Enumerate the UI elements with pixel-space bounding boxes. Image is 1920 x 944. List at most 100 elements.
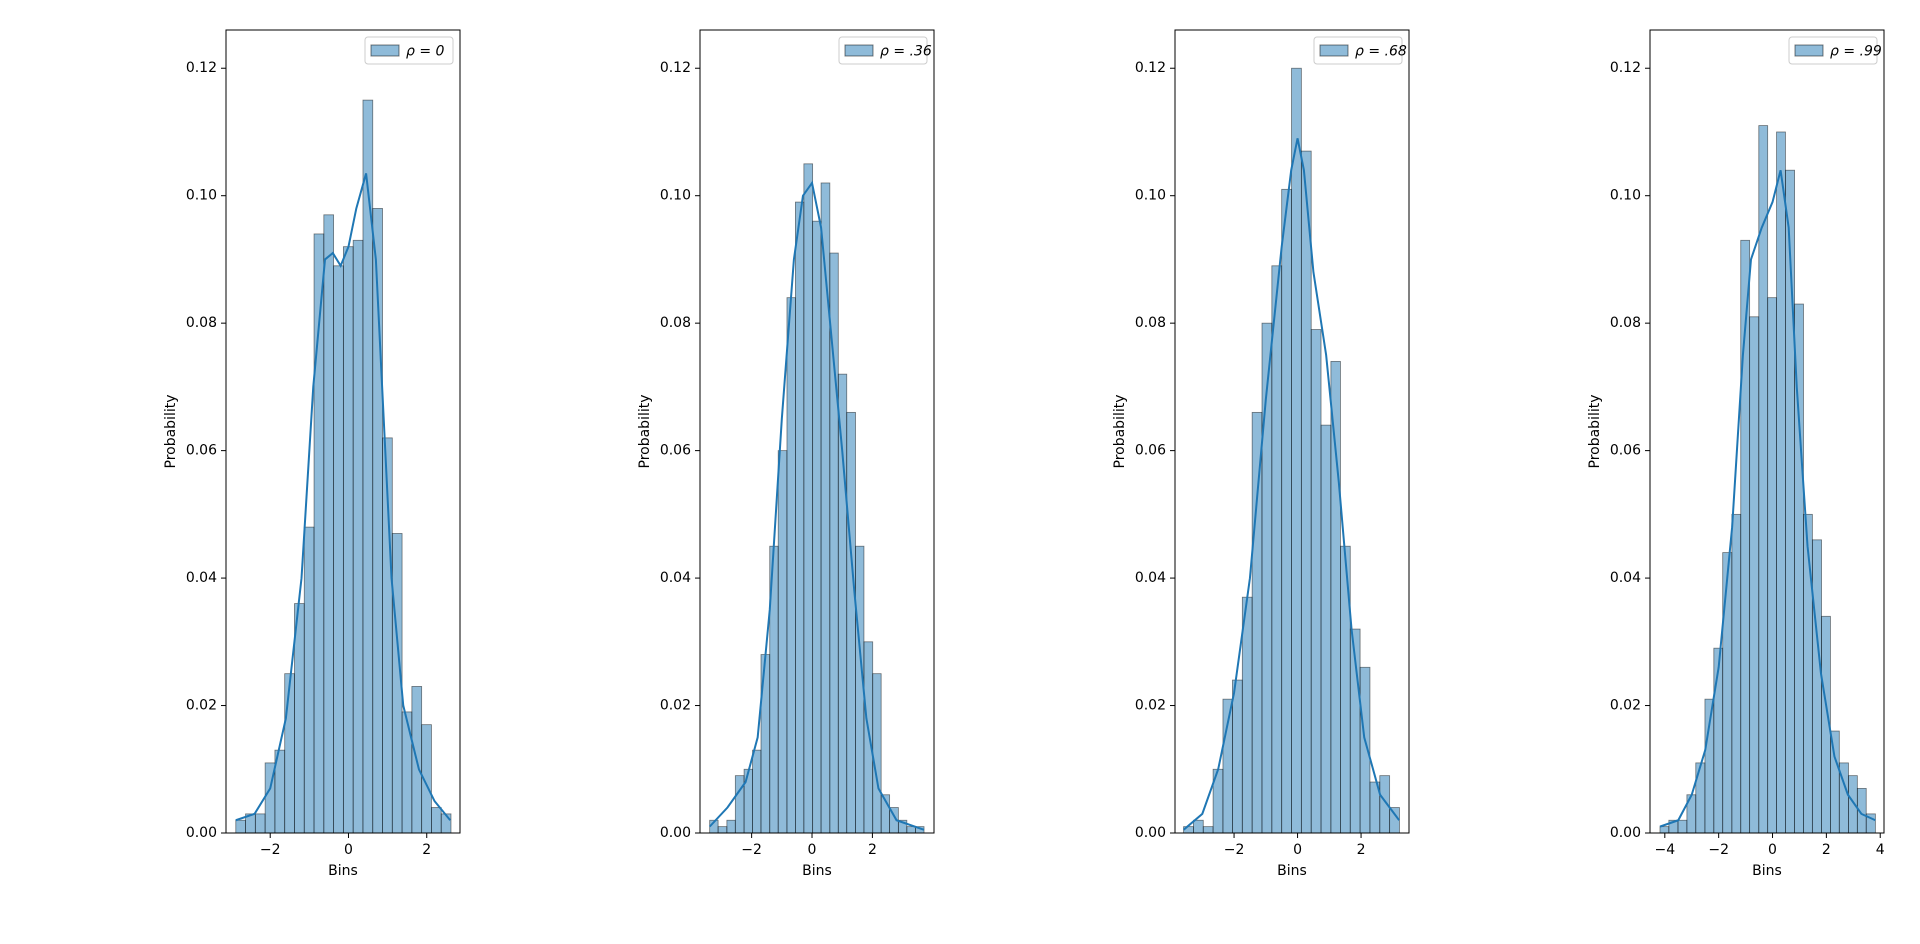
axes-frame xyxy=(225,29,461,834)
bar xyxy=(431,807,442,834)
bar xyxy=(1848,775,1858,834)
bar xyxy=(1722,552,1733,834)
bar xyxy=(734,775,745,834)
bar xyxy=(837,373,848,834)
y-tick-label: 0.12 xyxy=(660,60,691,76)
bar xyxy=(1803,513,1813,834)
bar xyxy=(717,826,728,834)
y-tick-label: 0.04 xyxy=(660,570,691,586)
y-axis-label: Probability xyxy=(1587,394,1603,468)
bar xyxy=(1776,131,1786,834)
legend-box xyxy=(838,36,928,65)
bar xyxy=(333,265,344,834)
kde-line xyxy=(1659,169,1876,828)
y-tick-label: 0.10 xyxy=(1610,188,1641,204)
y-axis-label: Probability xyxy=(1112,394,1128,468)
x-tick-label: 0 xyxy=(808,842,817,858)
x-tick-label: 2 xyxy=(1357,842,1366,858)
bar xyxy=(323,214,335,834)
bar xyxy=(812,220,822,834)
y-tick-label: 0.00 xyxy=(660,825,691,841)
bar xyxy=(1271,265,1283,834)
kde-line xyxy=(235,173,451,822)
y-tick-label: 0.06 xyxy=(660,443,691,459)
x-tick-label: −4 xyxy=(1654,842,1675,858)
kde-line xyxy=(708,180,925,831)
y-tick-label: 0.08 xyxy=(1135,315,1166,331)
y-tick-label: 0.12 xyxy=(186,60,217,76)
x-tick-label: 2 xyxy=(868,842,877,858)
y-axis-label: Probability xyxy=(163,394,179,468)
y-tick-label: 0.10 xyxy=(660,188,691,204)
x-tick-label: 2 xyxy=(422,842,431,858)
legend-label: ρ = .68 xyxy=(1355,44,1407,60)
y-tick-label: 0.02 xyxy=(660,698,691,714)
y-tick-label: 0.04 xyxy=(1610,570,1641,586)
legend-label: ρ = .99 xyxy=(1830,44,1882,60)
y-tick-label: 0.04 xyxy=(186,570,217,586)
bar xyxy=(1202,826,1214,834)
bar xyxy=(872,673,882,834)
bar xyxy=(1320,424,1332,834)
bar xyxy=(1281,188,1292,834)
legend-swatch xyxy=(844,44,874,57)
y-tick-label: 0.06 xyxy=(1135,443,1166,459)
y-tick-label: 0.10 xyxy=(186,188,217,204)
legend-swatch xyxy=(1794,44,1824,57)
bar xyxy=(906,826,916,834)
legend-label: ρ = 0 xyxy=(406,44,445,60)
bar xyxy=(786,297,796,834)
legend-box xyxy=(1788,36,1878,65)
y-tick-label: 0.06 xyxy=(1610,443,1641,459)
y-tick-label: 0.08 xyxy=(1610,315,1641,331)
x-tick-label: −2 xyxy=(260,842,281,858)
x-tick-label: −2 xyxy=(1708,842,1729,858)
bar xyxy=(1330,360,1341,834)
y-tick-label: 0.12 xyxy=(1135,60,1166,76)
x-axis-label: Bins xyxy=(1752,863,1782,879)
bar xyxy=(1241,596,1253,834)
bar xyxy=(1232,679,1243,834)
bar xyxy=(743,768,753,834)
axes-frame xyxy=(1174,29,1410,834)
bar xyxy=(1310,329,1322,834)
legend-label: ρ = .36 xyxy=(880,44,932,60)
x-tick-label: 2 xyxy=(1822,842,1831,858)
x-tick-label: −2 xyxy=(1224,842,1245,858)
bar xyxy=(1193,819,1204,834)
bar xyxy=(401,711,413,834)
bar xyxy=(726,819,736,834)
y-tick-label: 0.02 xyxy=(1135,698,1166,714)
x-tick-label: 0 xyxy=(1293,842,1302,858)
y-tick-label: 0.00 xyxy=(1610,825,1641,841)
x-tick-label: 4 xyxy=(1876,842,1885,858)
bar xyxy=(777,450,788,834)
bar xyxy=(1291,67,1302,834)
bar xyxy=(1677,819,1688,834)
kde-line xyxy=(1182,138,1400,831)
bar xyxy=(1811,539,1822,834)
y-tick-label: 0.02 xyxy=(1610,698,1641,714)
bar xyxy=(846,411,856,834)
y-tick-label: 0.00 xyxy=(1135,825,1166,841)
bar xyxy=(1261,322,1273,834)
bar xyxy=(235,819,246,834)
bar xyxy=(863,641,874,834)
bar xyxy=(752,749,762,834)
bar xyxy=(1300,150,1312,834)
y-tick-label: 0.06 xyxy=(186,443,217,459)
bar xyxy=(294,603,305,834)
bar xyxy=(362,99,374,834)
y-tick-label: 0.08 xyxy=(186,315,217,331)
y-tick-label: 0.10 xyxy=(1135,188,1166,204)
axes-frame xyxy=(1649,29,1885,834)
y-tick-label: 0.08 xyxy=(660,315,691,331)
bar xyxy=(1251,411,1263,834)
x-tick-label: 0 xyxy=(344,842,353,858)
x-axis-label: Bins xyxy=(802,863,832,879)
y-tick-label: 0.04 xyxy=(1135,570,1166,586)
bar xyxy=(284,673,295,834)
bar xyxy=(1767,297,1777,834)
